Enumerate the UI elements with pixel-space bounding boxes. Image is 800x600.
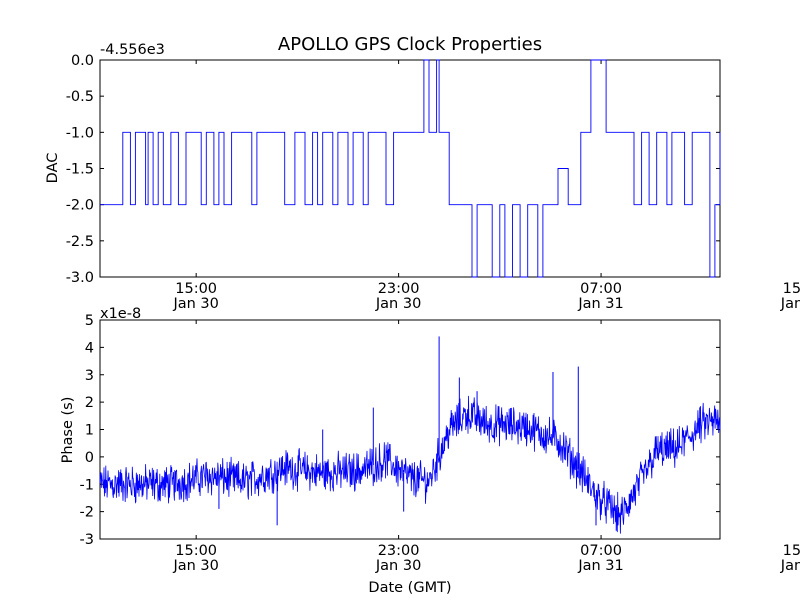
y-tick-label: -2.5 — [66, 234, 94, 250]
y-tick-label: -1.0 — [66, 125, 94, 141]
x-tick-label-time: 07:00 — [580, 281, 622, 297]
x-tick-label-date: Jan 31 — [577, 296, 623, 312]
y-tick-label: 0.0 — [71, 53, 94, 69]
dac-plot-frame — [99, 59, 721, 278]
y-tick-label: -2.0 — [66, 198, 94, 214]
dac-plot — [99, 59, 721, 278]
x-tick-label-date: Jan 30 — [375, 296, 421, 312]
y-tick-label: -2 — [80, 505, 94, 521]
x-tick-label-time: 15:00 — [175, 543, 217, 559]
y-tick-label: 5 — [85, 313, 94, 329]
x-tick-label-date: Jan 31 — [780, 296, 800, 312]
y-tick-label: -3.0 — [66, 270, 94, 286]
y-tick-label: -3 — [80, 532, 94, 548]
dac-series-line — [100, 59, 721, 278]
dac-ylabel: DAC — [45, 153, 61, 184]
x-tick-label-date: Jan 31 — [577, 558, 623, 574]
y-tick-label: -1.5 — [66, 162, 94, 178]
x-tick-label-time: 15:00 — [175, 281, 217, 297]
bottom-offset-text: x1e-8 — [100, 306, 141, 322]
x-tick-label-time: 07:00 — [580, 543, 622, 559]
x-tick-label-date: Jan 30 — [172, 558, 218, 574]
phase-series-line — [99, 395, 721, 534]
x-tick-label-time: 23:00 — [378, 543, 420, 559]
y-tick-label: 1 — [85, 423, 94, 439]
phase-xlabel: Date (GMT) — [368, 580, 451, 596]
x-tick-label-date: Jan 31 — [780, 558, 800, 574]
y-tick-label: 4 — [85, 340, 94, 356]
x-tick-label-date: Jan 30 — [172, 296, 218, 312]
y-tick-label: 2 — [85, 395, 94, 411]
y-tick-label: 0 — [85, 450, 94, 466]
x-tick-label-time: 15:00 — [783, 281, 800, 297]
top-offset-text: -4.556e3 — [100, 42, 165, 58]
x-tick-label-date: Jan 30 — [375, 558, 421, 574]
y-tick-label: -1 — [80, 477, 94, 493]
y-tick-label: 3 — [85, 368, 94, 384]
x-tick-label-time: 15:00 — [783, 543, 800, 559]
chart-title: APOLLO GPS Clock Properties — [278, 34, 542, 55]
phase-ylabel: Phase (s) — [60, 397, 76, 464]
y-tick-label: -0.5 — [66, 89, 94, 105]
x-tick-label-time: 23:00 — [378, 281, 420, 297]
